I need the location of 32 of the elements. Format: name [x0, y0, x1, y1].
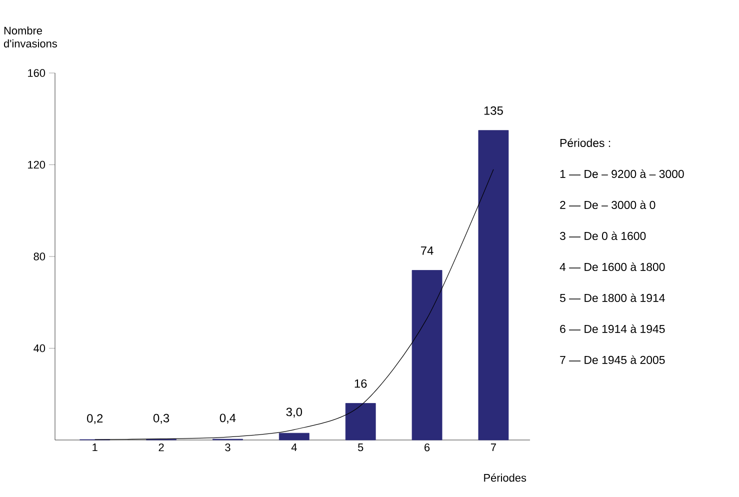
data-label: 16: [354, 379, 367, 388]
x-tick-label: 3: [225, 444, 230, 452]
data-label: 0,3: [153, 414, 170, 424]
x-tick-label: 4: [291, 444, 297, 452]
text: 7 — De 1945 à 2005: [560, 355, 665, 364]
bar: [278, 432, 310, 440]
bar: [412, 270, 442, 440]
text: 3 — De 0 à 1600: [560, 231, 646, 240]
text: 5 — De 1800 à 1914: [560, 293, 665, 302]
y-tick-label: 120: [28, 160, 46, 169]
y-tick-label: 40: [34, 344, 46, 352]
x-tick-label: 6: [424, 444, 430, 452]
text: Périodes :: [560, 138, 610, 147]
data-label: 0,4: [220, 414, 236, 424]
text: 6 — De 1914 à 1945: [560, 324, 665, 333]
x-tick-label: 1: [92, 444, 98, 452]
x-tick-label: 5: [358, 444, 364, 452]
bar: [478, 130, 509, 440]
x-tick-label: 2: [158, 444, 164, 452]
x-tick-label: 7: [490, 444, 496, 452]
y-tick-label: 160: [28, 69, 46, 77]
y-axis-title: Nombre d'invasions: [4, 26, 57, 48]
text: 2 — De – 3000 à 0: [560, 200, 656, 209]
data-label: 135: [484, 106, 503, 115]
y-tick-label: 80: [34, 252, 46, 260]
data-label: 74: [420, 246, 434, 255]
x-axis-title: Périodes: [484, 474, 526, 482]
data-label: 3,0: [286, 408, 302, 418]
data-label: 0,2: [87, 414, 103, 424]
text: 1 — De – 9200 à – 3000: [560, 169, 684, 178]
bar: [345, 403, 376, 440]
text: 4 — De 1600 à 1800: [560, 262, 665, 271]
